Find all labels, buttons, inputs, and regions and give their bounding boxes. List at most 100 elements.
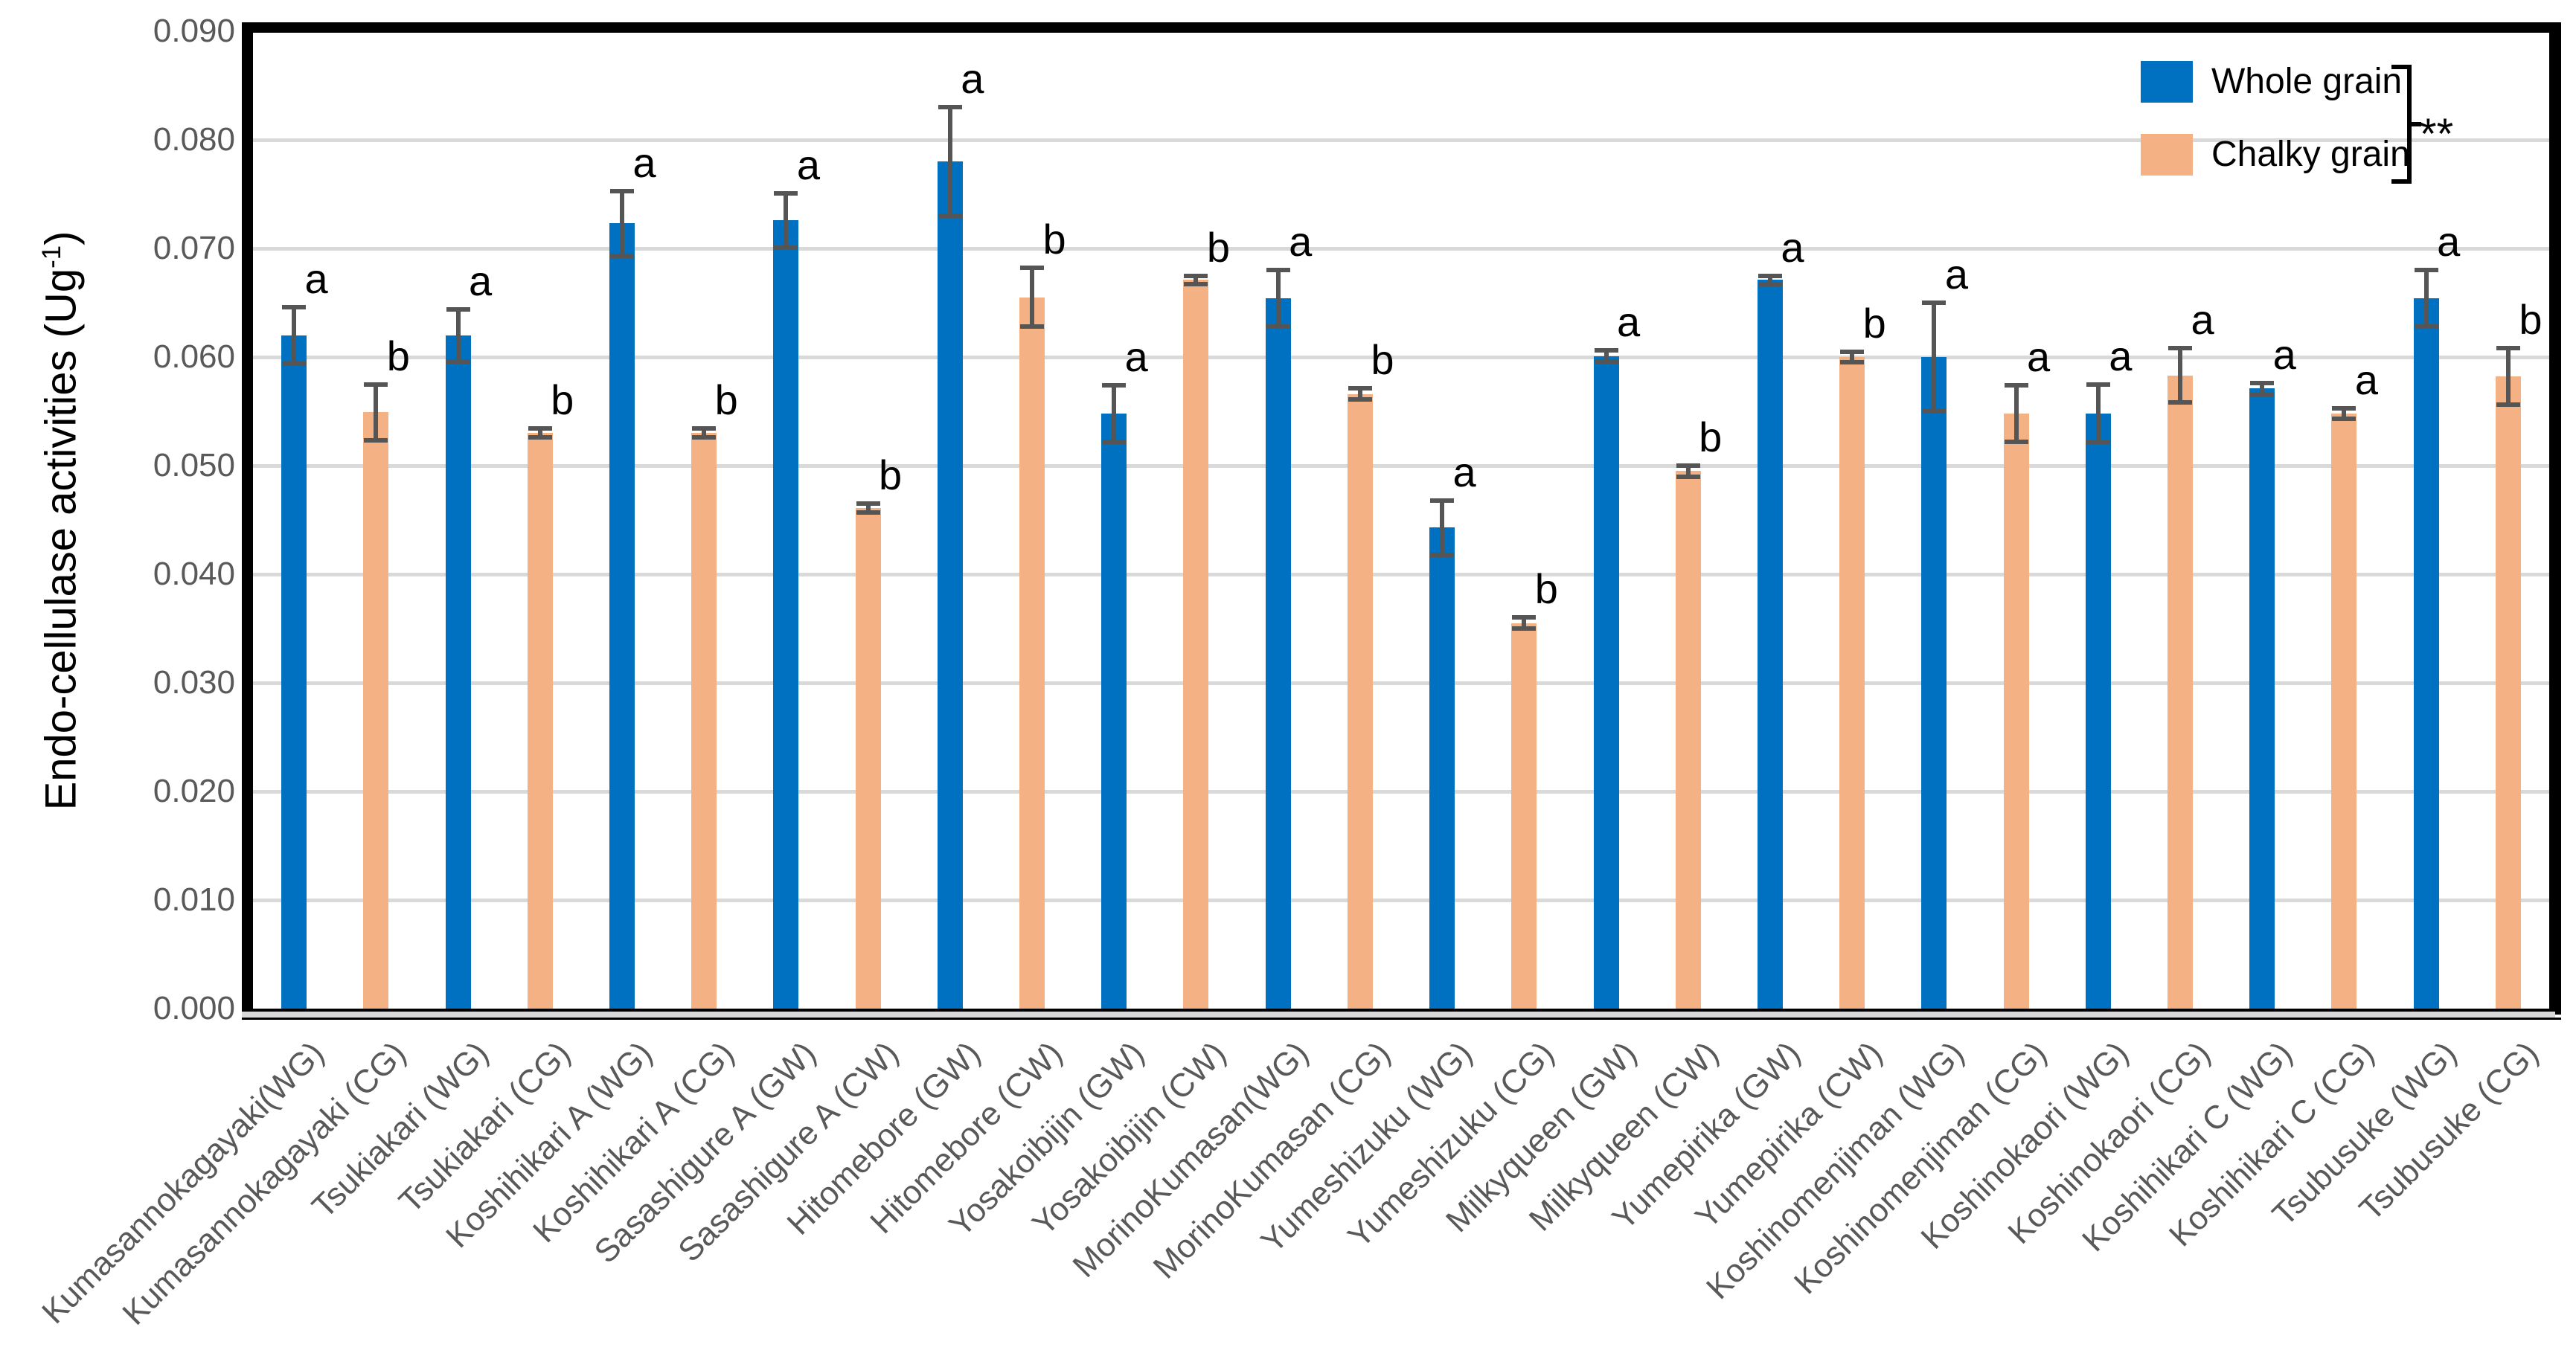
- significance-letter: b: [551, 376, 574, 424]
- error-bar-cap: [1594, 348, 1618, 353]
- error-bar-cap: [2168, 400, 2193, 405]
- error-bar-cap: [1922, 301, 1947, 305]
- error-bar-cap: [1512, 626, 1537, 631]
- bar-chalky-grain: [855, 507, 881, 1009]
- error-bar-cap: [2250, 391, 2275, 396]
- y-tick-label: 0.080: [153, 121, 235, 158]
- error-bar-cap: [2250, 381, 2275, 386]
- error-bar-cap: [364, 438, 388, 443]
- error-bar-cap: [1430, 552, 1455, 557]
- error-bar-cap: [1348, 386, 1372, 391]
- y-tick-label: 0.050: [153, 447, 235, 483]
- bar-chalky-grain: [1839, 357, 1865, 1009]
- error-bar: [2013, 385, 2019, 442]
- y-tick-label: 0.070: [153, 230, 235, 266]
- error-bar-cap: [1676, 463, 1700, 468]
- gridline: [253, 790, 2549, 794]
- x-axis-shadow-line: [242, 1012, 2555, 1018]
- error-bar: [1932, 303, 1937, 411]
- bar-chalky-grain: [1183, 280, 1209, 1009]
- error-bar: [865, 504, 871, 512]
- error-bar-cap: [446, 359, 470, 364]
- significance-letter: a: [961, 55, 984, 103]
- error-bar: [1030, 268, 1035, 327]
- error-bar: [374, 384, 379, 441]
- bar-chalky-grain: [1347, 393, 1373, 1009]
- error-bar: [1522, 617, 1527, 629]
- significance-letter: a: [304, 254, 328, 302]
- error-bar-cap: [528, 426, 552, 431]
- error-bar-cap: [1266, 324, 1290, 330]
- bar-whole-grain: [2249, 388, 2275, 1009]
- bar-chalky-grain: [1511, 623, 1537, 1009]
- bar-whole-grain: [281, 335, 307, 1009]
- error-bar-cap: [1102, 382, 1127, 388]
- significance-letter: a: [2437, 218, 2461, 266]
- error-bar: [537, 428, 542, 438]
- error-bar-cap: [692, 426, 717, 431]
- bar-whole-grain: [937, 161, 963, 1009]
- gridline: [253, 573, 2549, 576]
- error-bar: [619, 190, 624, 257]
- error-bar-cap: [2496, 402, 2520, 408]
- y-axis-title: Endo-cellulase activities (Ug-1): [36, 231, 86, 811]
- bar-whole-grain: [1101, 413, 1127, 1009]
- error-bar: [2423, 270, 2429, 327]
- bar-whole-grain: [773, 220, 799, 1009]
- error-bar-cap: [1758, 282, 1782, 287]
- y-tick-label: 0.060: [153, 338, 235, 375]
- error-bar: [292, 306, 297, 364]
- error-bar-cap: [1758, 273, 1782, 278]
- y-tick-label: 0.030: [153, 664, 235, 701]
- error-bar-cap: [856, 501, 880, 507]
- y-tick-label: 0.000: [153, 990, 235, 1026]
- significance-letter: b: [2519, 296, 2543, 344]
- error-bar: [2095, 384, 2101, 443]
- error-bar-cap: [1676, 474, 1700, 479]
- error-bar-cap: [282, 361, 307, 366]
- y-axis-title-superscript: -1: [37, 245, 67, 269]
- error-bar: [2505, 348, 2511, 405]
- error-bar: [2260, 383, 2265, 394]
- gridline: [253, 247, 2549, 251]
- error-bar: [702, 428, 707, 438]
- error-bar-cap: [609, 254, 634, 259]
- y-tick-label: 0.010: [153, 881, 235, 918]
- significance-letter: a: [1781, 223, 1804, 271]
- significance-letter: a: [468, 257, 493, 304]
- bar-chalky-grain: [2495, 376, 2521, 1009]
- significance-letter: b: [1534, 565, 1558, 613]
- bar-chalky-grain: [2168, 375, 2194, 1009]
- error-bar-cap: [2496, 346, 2520, 351]
- bar-whole-grain: [609, 223, 635, 1009]
- error-bar: [947, 107, 952, 216]
- error-bar-cap: [938, 213, 962, 219]
- error-bar-cap: [1020, 324, 1045, 330]
- legend-label-whole-grain: Whole grain: [2211, 62, 2403, 101]
- y-tick-label: 0.090: [153, 13, 235, 49]
- legend-swatch-chalky-grain: [2141, 134, 2193, 176]
- significance-letter: a: [1944, 251, 1968, 298]
- gridline: [253, 138, 2549, 142]
- error-bar: [455, 309, 461, 361]
- significance-letter: a: [1289, 218, 1313, 266]
- error-bar: [1850, 351, 1855, 363]
- error-bar-cap: [1430, 498, 1455, 503]
- error-bar: [1440, 500, 1445, 555]
- significance-letter: a: [1452, 448, 1476, 495]
- significance-letter: a: [2027, 332, 2051, 380]
- significance-stars: **: [2420, 110, 2454, 158]
- error-bar-cap: [1922, 409, 1947, 414]
- significance-letter: b: [1699, 414, 1723, 460]
- error-bar-cap: [1184, 282, 1208, 287]
- error-bar-cap: [2332, 405, 2356, 411]
- error-bar-cap: [2332, 417, 2356, 422]
- plot-border-left: [242, 22, 253, 1012]
- error-bar-cap: [364, 382, 388, 387]
- error-bar-cap: [856, 510, 880, 515]
- significance-letter: a: [2354, 356, 2379, 403]
- error-bar-cap: [1348, 396, 1372, 402]
- error-bar-cap: [774, 190, 798, 196]
- error-bar-cap: [609, 188, 634, 193]
- bar-whole-grain: [2085, 413, 2111, 1009]
